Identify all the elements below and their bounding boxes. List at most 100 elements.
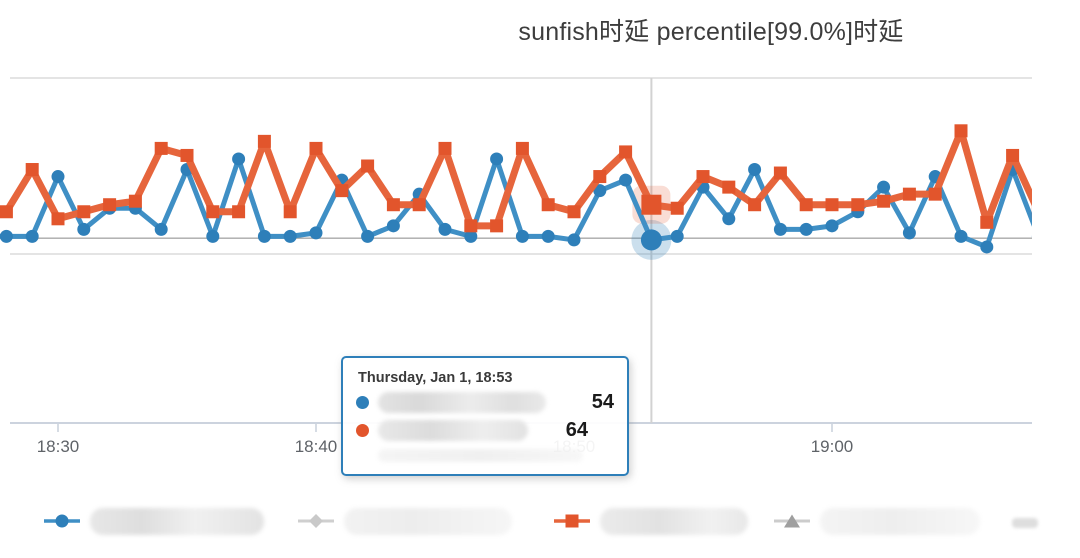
- hovered-point-circle[interactable]: [640, 229, 662, 251]
- tooltip-header: Thursday, Jan 1, 18:53: [358, 370, 513, 386]
- data-point-square[interactable]: [954, 124, 968, 138]
- data-point-circle[interactable]: [438, 222, 452, 236]
- legend-item-series-2[interactable]: [298, 503, 512, 539]
- data-point-square[interactable]: [25, 163, 39, 177]
- data-point-circle[interactable]: [515, 229, 529, 243]
- data-point-square[interactable]: [335, 184, 349, 198]
- data-point-square[interactable]: [180, 148, 194, 162]
- data-point-square[interactable]: [490, 219, 504, 233]
- series-group: [0, 124, 1045, 260]
- data-point-square[interactable]: [283, 205, 297, 219]
- data-point-circle[interactable]: [25, 229, 39, 243]
- legend-marker-dash-icon: [1012, 517, 1038, 528]
- data-point-square[interactable]: [825, 198, 839, 212]
- data-point-square[interactable]: [515, 141, 529, 155]
- data-point-square[interactable]: [722, 180, 736, 194]
- data-point-square[interactable]: [464, 219, 478, 233]
- series-bullet-icon: [356, 424, 369, 437]
- data-point-circle[interactable]: [361, 229, 375, 243]
- data-point-circle[interactable]: [773, 222, 787, 236]
- data-point-square[interactable]: [206, 205, 220, 219]
- data-point-circle[interactable]: [877, 180, 891, 194]
- data-point-circle[interactable]: [799, 222, 813, 236]
- data-point-square[interactable]: [128, 194, 142, 208]
- data-point-square[interactable]: [696, 170, 710, 184]
- data-point-circle[interactable]: [593, 184, 607, 198]
- data-point-square[interactable]: [799, 198, 813, 212]
- legend-marker-diamond-icon: [298, 514, 334, 528]
- tooltip: Thursday, Jan 1, 18:53 54 64: [341, 356, 629, 476]
- legend-marker-triangle-icon: [774, 514, 810, 528]
- data-point-square[interactable]: [567, 205, 581, 219]
- data-point-square[interactable]: [851, 198, 865, 212]
- data-point-circle[interactable]: [825, 219, 839, 233]
- data-point-square[interactable]: [412, 198, 426, 212]
- data-point-square[interactable]: [670, 201, 684, 215]
- data-point-circle[interactable]: [0, 229, 13, 243]
- data-point-circle[interactable]: [722, 212, 736, 226]
- data-point-circle[interactable]: [670, 229, 684, 243]
- chart-title: sunfish时延 percentile[99.0%]时延: [518, 18, 904, 46]
- tooltip-value: 64: [565, 419, 588, 441]
- data-point-circle[interactable]: [386, 219, 400, 233]
- data-point-square[interactable]: [154, 141, 168, 155]
- data-point-square[interactable]: [361, 159, 375, 173]
- legend-label-redacted: [600, 507, 748, 535]
- data-point-square[interactable]: [0, 205, 13, 219]
- data-point-square[interactable]: [386, 198, 400, 212]
- data-point-circle[interactable]: [541, 229, 555, 243]
- data-point-square[interactable]: [877, 194, 891, 208]
- data-point-circle[interactable]: [902, 226, 916, 240]
- data-point-square[interactable]: [1031, 205, 1045, 219]
- data-point-square[interactable]: [902, 187, 916, 201]
- series-bullet-icon: [356, 396, 369, 409]
- legend-item-series-1[interactable]: [44, 503, 264, 539]
- data-point-circle[interactable]: [51, 170, 65, 184]
- data-point-square[interactable]: [309, 141, 323, 155]
- data-point-circle[interactable]: [619, 173, 633, 187]
- data-point-square[interactable]: [773, 166, 787, 180]
- data-point-square[interactable]: [748, 198, 762, 212]
- data-point-circle[interactable]: [283, 229, 297, 243]
- tooltip-extra-redacted: [378, 449, 583, 462]
- data-point-circle[interactable]: [206, 229, 220, 243]
- data-point-square[interactable]: [1006, 148, 1020, 162]
- data-point-square[interactable]: [77, 205, 91, 219]
- tooltip-series-name-redacted: [378, 392, 546, 413]
- legend-item-series-3[interactable]: [554, 503, 748, 539]
- legend-label-redacted: [344, 507, 512, 535]
- data-point-square[interactable]: [619, 145, 633, 159]
- data-point-circle[interactable]: [77, 222, 91, 236]
- data-point-square[interactable]: [438, 141, 452, 155]
- legend-marker-circle-icon: [44, 514, 80, 528]
- data-point-circle[interactable]: [490, 152, 504, 166]
- data-point-square[interactable]: [593, 170, 607, 184]
- tooltip-row: 64: [356, 419, 614, 442]
- data-point-circle[interactable]: [464, 229, 478, 243]
- legend-item-truncated[interactable]: [1012, 503, 1038, 539]
- data-point-circle[interactable]: [567, 233, 581, 247]
- x-tick-label: 19:00: [811, 437, 854, 456]
- data-point-circle[interactable]: [954, 229, 968, 243]
- data-point-square[interactable]: [257, 134, 271, 148]
- data-point-square[interactable]: [232, 205, 246, 219]
- data-point-square[interactable]: [541, 198, 555, 212]
- data-point-circle[interactable]: [232, 152, 246, 166]
- data-point-square[interactable]: [51, 212, 65, 226]
- data-point-circle[interactable]: [309, 226, 323, 240]
- data-point-circle[interactable]: [154, 222, 168, 236]
- data-point-square[interactable]: [103, 198, 117, 212]
- data-point-square[interactable]: [928, 187, 942, 201]
- data-point-circle[interactable]: [980, 240, 994, 254]
- tooltip-row: 54: [356, 391, 614, 414]
- legend-marker-square-icon: [554, 514, 590, 528]
- legend-item-series-4[interactable]: [774, 503, 980, 539]
- data-point-circle[interactable]: [257, 229, 271, 243]
- data-point-circle[interactable]: [748, 163, 762, 177]
- data-point-circle[interactable]: [1031, 230, 1045, 243]
- data-point-square[interactable]: [980, 215, 994, 229]
- legend-label-redacted: [820, 507, 980, 535]
- hovered-point-square[interactable]: [641, 194, 662, 215]
